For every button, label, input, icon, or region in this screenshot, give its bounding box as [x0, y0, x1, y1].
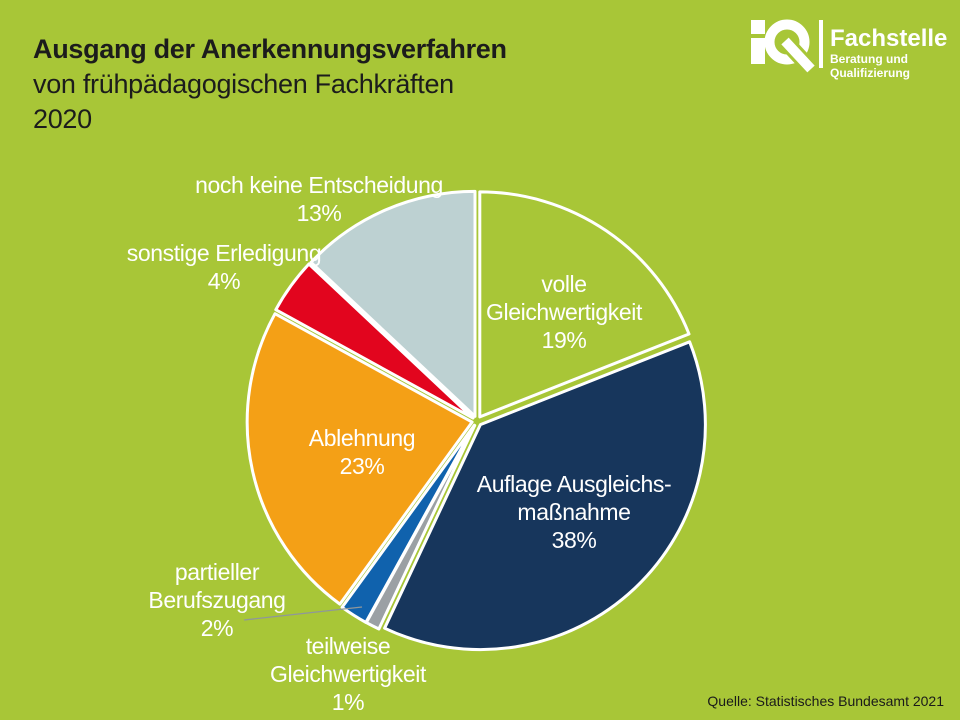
logo-name: Fachstelle	[830, 25, 947, 52]
iq-fachstelle-logo: Fachstelle Beratung und Qualifizierung	[751, 19, 947, 80]
page-title: Ausgang der Anerkennungsverfahren von fr…	[33, 32, 507, 137]
logo-subline-2: Qualifizierung	[830, 66, 910, 80]
pie-slice-3-partieller-berufszugang	[340, 423, 476, 624]
logo-subline-1: Beratung und	[830, 52, 908, 66]
logo-divider	[819, 20, 823, 68]
title-line-3: 2020	[33, 104, 92, 134]
title-line-1: Ausgang der Anerkennungsverfahren	[33, 34, 507, 64]
pie-slice-6-noch-keine-entscheidung	[309, 189, 477, 418]
source-note: Quelle: Statistisches Bundesamt 2021	[707, 693, 944, 709]
leader-line-partieller-berufszugang	[243, 606, 363, 621]
pie-slice-1-auflage-ausgleichsma-nahme	[383, 340, 707, 652]
pie-slice-4-ablehnung	[245, 312, 474, 606]
iq-mark-icon	[751, 19, 817, 75]
title-line-2: von frühpädagogischen Fachkräften	[33, 69, 454, 99]
pie-slice-0-volle-gleichwertigkeit	[478, 190, 691, 419]
pie-slice-5-sonstige-erledigung	[274, 262, 475, 420]
